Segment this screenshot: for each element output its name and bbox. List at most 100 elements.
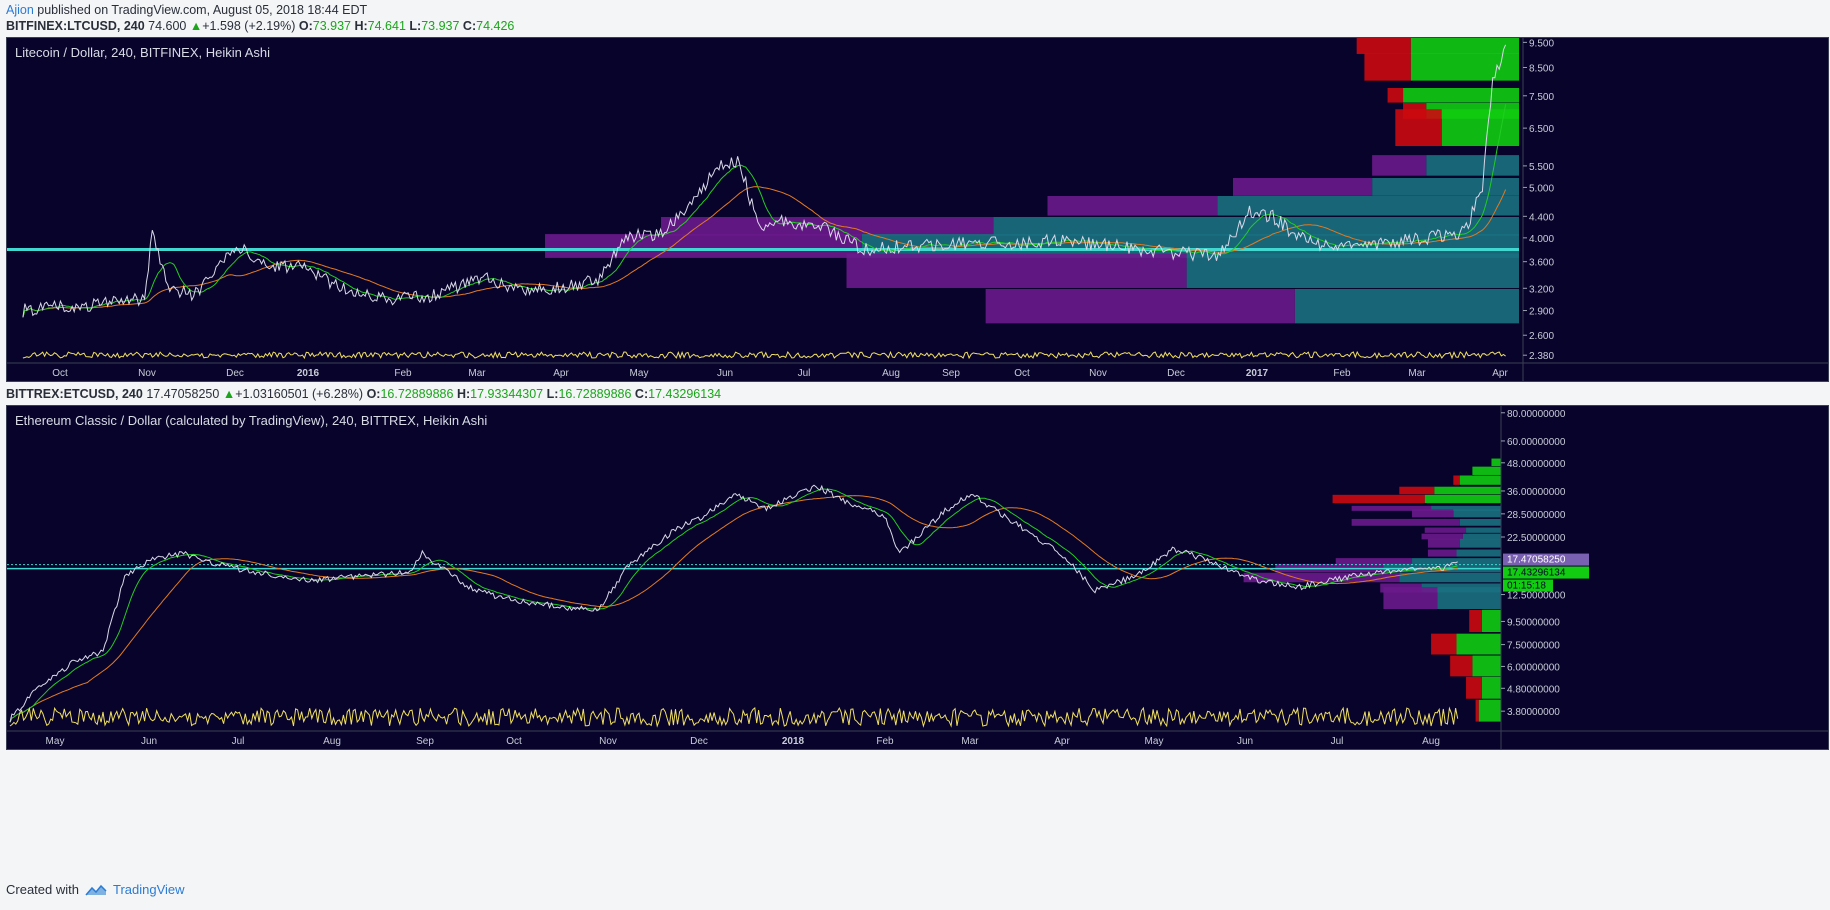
slow-moving-average-line	[22, 186, 1507, 318]
x-tick-label: Dec	[690, 736, 708, 747]
volume-profile-down-bar	[1351, 505, 1432, 511]
volume-profile-up-bar	[993, 217, 1519, 236]
ltc-close-label: C:	[462, 19, 477, 33]
y-tick-label: 3.200	[1529, 284, 1554, 295]
volume-profile-down-bar	[1383, 587, 1438, 610]
volume-profile-down-bar	[1453, 475, 1460, 485]
x-tick-label: Dec	[226, 368, 244, 379]
volume-profile-down-bar	[1424, 527, 1467, 533]
etc-chart-title: Ethereum Classic / Dollar (calculated by…	[15, 413, 488, 428]
x-tick-label: 2016	[297, 368, 320, 379]
price-label-box	[1503, 566, 1589, 579]
ltc-legend: BITFINEX:LTCUSD, 240 74.600 ▲+1.598 (+2.…	[6, 19, 514, 33]
ltc-high: 74.641	[367, 19, 406, 33]
y-tick-label: 4.80000000	[1507, 684, 1560, 695]
volume-profile-up-bar	[1441, 109, 1519, 147]
x-tick-label: Apr	[1054, 736, 1070, 747]
fast-moving-average-line	[9, 488, 1458, 723]
volume-profile-down-bar	[1351, 518, 1460, 526]
ltc-chart[interactable]: 9.500 8.500 7.500 6.500 5.500 5.000 4.400 4.000…	[7, 38, 1828, 381]
x-tick-label: May	[1145, 736, 1164, 747]
volume-profile-up-bar	[1399, 572, 1501, 583]
price-label-text: 01:15:18	[1507, 581, 1546, 592]
etc-change-value: +1.03160501 (+6.28%)	[235, 387, 364, 401]
y-tick-label: 8.500	[1529, 64, 1554, 75]
etc-chart[interactable]: 80.00000000 60.00000000 48.00000000 36.0000…	[7, 406, 1828, 749]
volume-profile-down-bar	[1427, 549, 1457, 557]
x-tick-label: May	[630, 368, 649, 379]
etc-close: 17.43296134	[648, 387, 722, 401]
ltc-price: 74.600	[148, 19, 187, 33]
volume-profile-up-bar	[1481, 676, 1501, 699]
volume-profile-up-bar	[1424, 494, 1501, 504]
x-tick-label: Feb	[1333, 368, 1351, 379]
x-tick-label: Sep	[416, 736, 434, 747]
volume-profile-down-bar	[1335, 558, 1413, 565]
etc-low: 16.72889886	[558, 387, 632, 401]
volume-profile-up-bar	[1434, 486, 1501, 495]
y-tick-label: 7.500	[1529, 92, 1554, 103]
etc-price: 17.47058250	[146, 387, 220, 401]
y-tick-label: 2.900	[1529, 307, 1554, 318]
x-tick-label: 2017	[1246, 368, 1269, 379]
volume-profile-down-bar	[661, 217, 994, 236]
x-tick-label: Jun	[1237, 736, 1253, 747]
y-tick-label: 4.400	[1529, 212, 1554, 223]
volume-profile-up-bar	[1472, 466, 1501, 475]
volume-profile-down-bar	[545, 234, 862, 258]
ltc-chart-panel[interactable]: 9.500 8.500 7.500 6.500 5.500 5.000 4.400 4.000…	[6, 37, 1829, 382]
ltc-change-value: +1.598 (+2.19%)	[202, 19, 296, 33]
y-tick-label: 6.00000000	[1507, 662, 1560, 673]
volume-profile-down-bar	[1431, 633, 1457, 655]
slow-moving-average-line	[9, 495, 1458, 723]
etc-symbol[interactable]: BITTREX:ETCUSD, 240	[6, 387, 143, 401]
volume-profile-down-bar	[1427, 538, 1460, 548]
etc-change: ▲	[222, 387, 236, 401]
etc-close-label: C:	[634, 387, 649, 401]
y-tick-label: 80.00000000	[1507, 409, 1566, 420]
volume-profile-up-bar	[1437, 587, 1501, 610]
y-tick-label: 60.00000000	[1507, 437, 1566, 448]
volume-profile-up-bar	[1459, 475, 1501, 485]
price-label-box	[1503, 579, 1553, 592]
volume-profile-down-bar	[1466, 676, 1482, 699]
author-link[interactable]: Ajion	[6, 3, 34, 17]
volume-profile-down-bar	[1450, 655, 1473, 677]
y-tick-label: 7.50000000	[1507, 641, 1560, 652]
volume-profile-down-bar	[1356, 38, 1411, 54]
x-tick-label: Jul	[798, 368, 811, 379]
x-tick-label: Sep	[942, 368, 960, 379]
price-label-text: 17.43296134	[1507, 568, 1566, 579]
y-tick-label: 3.600	[1529, 258, 1554, 269]
volume-profile-down-bar	[1047, 195, 1218, 216]
volume-profile-up-bar	[1472, 655, 1501, 677]
x-tick-label: Aug	[1422, 736, 1440, 747]
volume-profile-down-bar	[1233, 178, 1373, 196]
x-tick-label: Jul	[1331, 736, 1344, 747]
ltc-open: 73.937	[312, 19, 351, 33]
volume-line	[22, 350, 1506, 360]
x-tick-label: Apr	[553, 368, 569, 379]
volume-profile-down-bar	[985, 288, 1295, 324]
y-tick-label: 6.500	[1529, 124, 1554, 135]
y-tick-label: 12.50000000	[1507, 591, 1566, 602]
volume-profile-up-bar	[1481, 609, 1501, 633]
price-line	[22, 44, 1507, 318]
x-tick-label: Feb	[876, 736, 894, 747]
ltc-open-label: O:	[298, 19, 313, 33]
y-tick-label: 2.600	[1529, 331, 1554, 342]
volume-profile-up-bar	[1478, 699, 1501, 722]
ltc-symbol[interactable]: BITFINEX:LTCUSD, 240	[6, 19, 145, 33]
volume-profile-up-bar	[1466, 527, 1501, 533]
tradingview-link[interactable]: TradingView	[112, 882, 185, 897]
y-tick-label: 2.380	[1529, 351, 1554, 362]
x-tick-label: Mar	[1408, 368, 1426, 379]
y-tick-label: 4.000	[1529, 234, 1554, 245]
etc-chart-panel[interactable]: 80.00000000 60.00000000 48.00000000 36.0000…	[6, 405, 1829, 750]
price-line	[9, 484, 1458, 723]
x-tick-label: Jul	[232, 736, 245, 747]
volume-profile-up-bar	[1491, 458, 1501, 467]
created-with-label: Created with	[6, 882, 79, 897]
volume-profile-up-bar	[861, 234, 1519, 258]
x-tick-label: Apr	[1492, 368, 1508, 379]
